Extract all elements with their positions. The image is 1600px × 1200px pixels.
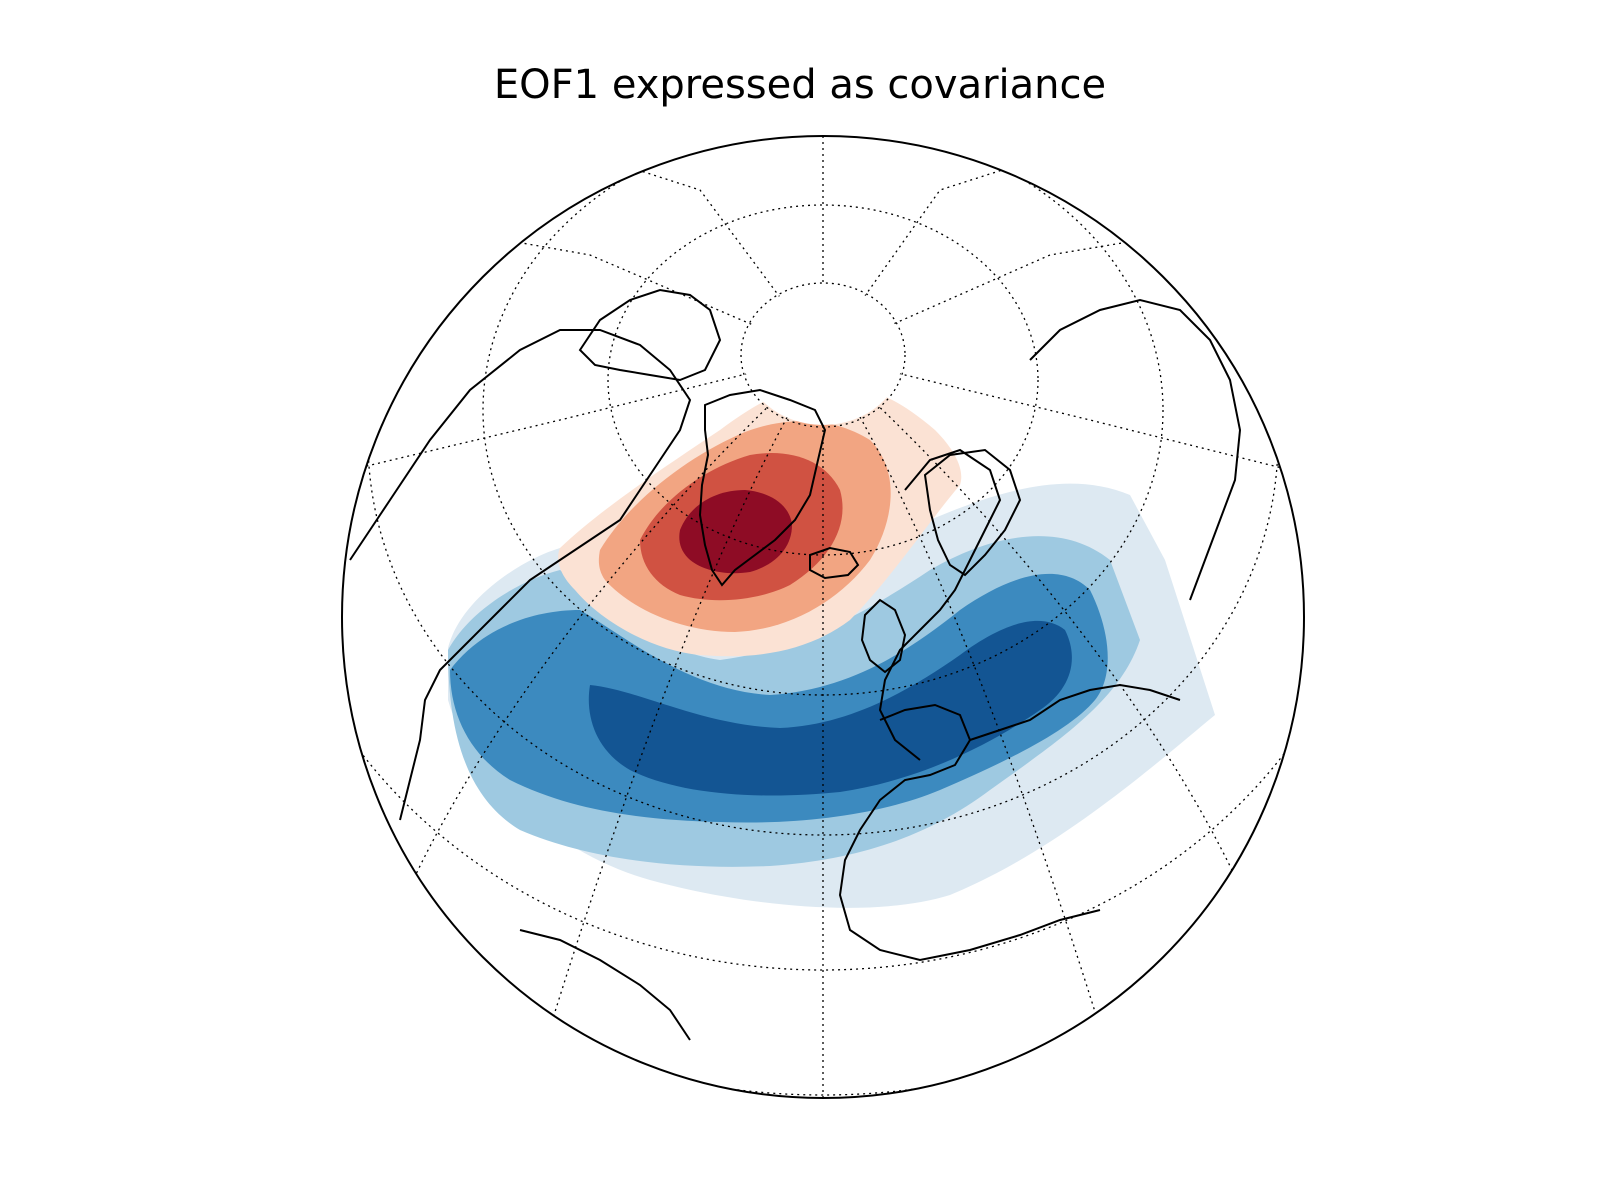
meridian: [822, 354, 1291, 471]
chart-title: EOF1 expressed as covariance: [493, 62, 1107, 108]
coast-asia: [1029, 298, 1242, 601]
meridian: [379, 354, 824, 961]
coast-greenland: [698, 388, 827, 587]
meridian: [559, 144, 824, 356]
coast-south-america: [519, 929, 691, 1041]
coast-scandinavia: [923, 448, 1022, 577]
contour-neg4: [588, 620, 1072, 796]
coast-iceland: [809, 546, 860, 580]
meridian: [822, 354, 1271, 961]
parallel-60: [482, 136, 1164, 696]
parallel-30: [342, 136, 1304, 1096]
coastlines: [349, 288, 1242, 1041]
coast-iberia-africa: [838, 703, 1101, 962]
coast-europe: [878, 448, 1002, 761]
coast-canada-arctic: [578, 288, 722, 382]
covariance-field: [448, 385, 1215, 908]
coast-north-america: [349, 329, 692, 821]
polar-cap: [743, 285, 903, 425]
coast-mediterranean: [969, 683, 1181, 741]
parallel-70: [607, 204, 1039, 556]
coast-british-isles: [860, 598, 907, 674]
graticule: [342, 136, 1304, 1098]
globe-boundary: [341, 135, 1305, 1099]
meridian: [419, 224, 824, 356]
